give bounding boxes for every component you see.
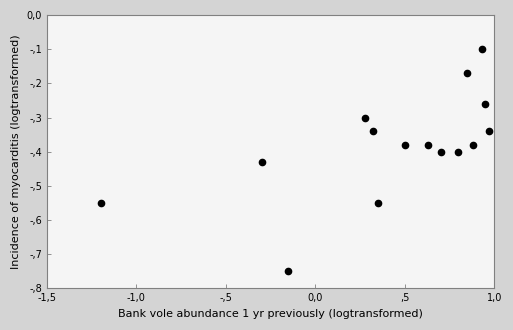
- Point: [463, 71, 471, 76]
- Point: [424, 142, 432, 148]
- Point: [96, 200, 105, 206]
- Point: [469, 142, 477, 148]
- Point: [368, 129, 377, 134]
- Point: [258, 159, 266, 165]
- Point: [455, 149, 463, 154]
- Point: [401, 142, 409, 148]
- Point: [284, 269, 292, 274]
- Point: [478, 47, 486, 52]
- Point: [485, 129, 493, 134]
- Y-axis label: Incidence of myocarditis (logtransformed): Incidence of myocarditis (logtransformed…: [11, 34, 21, 269]
- Point: [361, 115, 369, 120]
- Point: [437, 149, 445, 154]
- Point: [481, 101, 489, 107]
- X-axis label: Bank vole abundance 1 yr previously (logtransformed): Bank vole abundance 1 yr previously (log…: [118, 309, 423, 319]
- Point: [374, 200, 382, 206]
